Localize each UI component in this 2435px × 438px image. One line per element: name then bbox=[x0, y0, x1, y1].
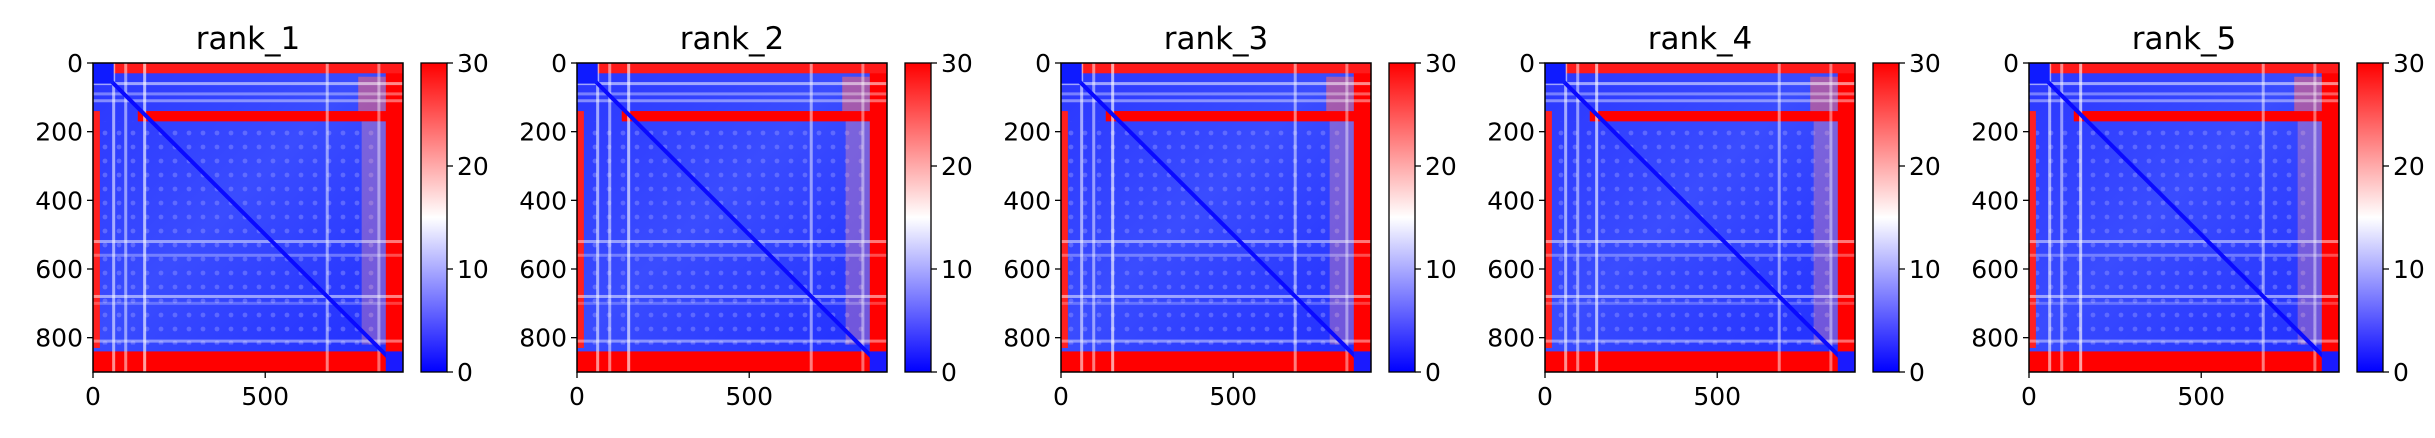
panel-title: rank_4 bbox=[1648, 21, 1753, 57]
heatmap-image bbox=[1545, 63, 1855, 372]
axes-frame bbox=[576, 62, 888, 373]
colorbar: 0 10 20 30 bbox=[1388, 49, 1457, 387]
y-tick-label: 0 bbox=[1035, 49, 1051, 78]
colorbar: 0 10 20 30 bbox=[420, 49, 489, 387]
x-tick-label: 0 bbox=[1053, 382, 1069, 411]
colorbar-tick-label: 20 bbox=[1909, 152, 1941, 181]
colorbar-tick-label: 20 bbox=[941, 152, 973, 181]
colorbar-tick-label: 30 bbox=[941, 49, 973, 78]
heatmap-image bbox=[1061, 63, 1371, 372]
colorbar-tick-label: 20 bbox=[1425, 152, 1457, 181]
y-tick-label: 200 bbox=[1003, 118, 1051, 147]
colorbar-tick-label: 10 bbox=[941, 255, 973, 284]
y-tick-label: 600 bbox=[1003, 255, 1051, 284]
y-tick-label: 800 bbox=[1487, 324, 1535, 353]
y-tick-label: 800 bbox=[35, 324, 83, 353]
colorbar-tick-label: 0 bbox=[457, 358, 473, 387]
colorbar-tick-label: 10 bbox=[1425, 255, 1457, 284]
y-tick-label: 400 bbox=[35, 186, 83, 215]
colorbar: 0 10 20 30 bbox=[1872, 49, 1941, 387]
y-tick-label: 600 bbox=[35, 255, 83, 284]
colorbar-gradient bbox=[420, 62, 448, 373]
axes-frame bbox=[92, 62, 404, 373]
heatmap-image bbox=[2029, 63, 2339, 372]
y-tick-label: 400 bbox=[519, 186, 567, 215]
y-tick-label: 800 bbox=[1003, 324, 1051, 353]
x-tick-label: 0 bbox=[569, 382, 585, 411]
x-tick-label: 500 bbox=[725, 382, 773, 411]
panel-title: rank_5 bbox=[2132, 21, 2237, 57]
colorbar-tick-label: 20 bbox=[2393, 152, 2425, 181]
colorbar-tick-label: 30 bbox=[2393, 49, 2425, 78]
colorbar-tick-label: 30 bbox=[1909, 49, 1941, 78]
heatmap-image bbox=[93, 63, 403, 372]
colorbar-tick-label: 10 bbox=[2393, 255, 2425, 284]
y-tick-label: 600 bbox=[1487, 255, 1535, 284]
axes-frame bbox=[1544, 62, 1856, 373]
colorbar-tick-label: 10 bbox=[457, 255, 489, 284]
colorbar-tick-label: 30 bbox=[457, 49, 489, 78]
y-tick-label: 200 bbox=[35, 118, 83, 147]
y-tick-label: 400 bbox=[1971, 186, 2019, 215]
y-tick-label: 200 bbox=[1971, 118, 2019, 147]
y-tick-label: 400 bbox=[1487, 186, 1535, 215]
panel-title: rank_1 bbox=[196, 21, 301, 57]
y-tick-label: 600 bbox=[1971, 255, 2019, 284]
colorbar-tick-label: 20 bbox=[457, 152, 489, 181]
x-tick-label: 0 bbox=[85, 382, 101, 411]
colorbar: 0 10 20 30 bbox=[904, 49, 973, 387]
y-tick-label: 0 bbox=[1519, 49, 1535, 78]
colorbar-gradient bbox=[2356, 62, 2384, 373]
y-tick-label: 0 bbox=[551, 49, 567, 78]
x-tick-label: 0 bbox=[1537, 382, 1553, 411]
x-tick-label: 500 bbox=[1209, 382, 1257, 411]
axes-frame bbox=[1060, 62, 1372, 373]
colorbar-tick-label: 10 bbox=[1909, 255, 1941, 284]
x-tick-label: 500 bbox=[1693, 382, 1741, 411]
colorbar-tick-label: 0 bbox=[2393, 358, 2409, 387]
y-tick-label: 0 bbox=[2003, 49, 2019, 78]
y-tick-label: 800 bbox=[1971, 324, 2019, 353]
colorbar-gradient bbox=[1872, 62, 1900, 373]
colorbar-tick-label: 0 bbox=[1425, 358, 1441, 387]
colorbar-tick-label: 30 bbox=[1425, 49, 1457, 78]
y-tick-label: 200 bbox=[519, 118, 567, 147]
y-tick-label: 400 bbox=[1003, 186, 1051, 215]
colorbar: 0 10 20 30 bbox=[2356, 49, 2425, 387]
colorbar-tick-label: 0 bbox=[1909, 358, 1925, 387]
y-tick-label: 600 bbox=[519, 255, 567, 284]
colorbar-gradient bbox=[1388, 62, 1416, 373]
y-tick-label: 800 bbox=[519, 324, 567, 353]
x-tick-label: 500 bbox=[241, 382, 289, 411]
x-tick-label: 0 bbox=[2021, 382, 2037, 411]
y-tick-label: 0 bbox=[67, 49, 83, 78]
y-tick-label: 200 bbox=[1487, 118, 1535, 147]
axes-frame bbox=[2028, 62, 2340, 373]
panel-title: rank_2 bbox=[680, 21, 785, 57]
colorbar-gradient bbox=[904, 62, 932, 373]
colorbar-tick-label: 0 bbox=[941, 358, 957, 387]
panel-title: rank_3 bbox=[1164, 21, 1269, 57]
x-tick-label: 500 bbox=[2177, 382, 2225, 411]
heatmap-image bbox=[577, 63, 887, 372]
